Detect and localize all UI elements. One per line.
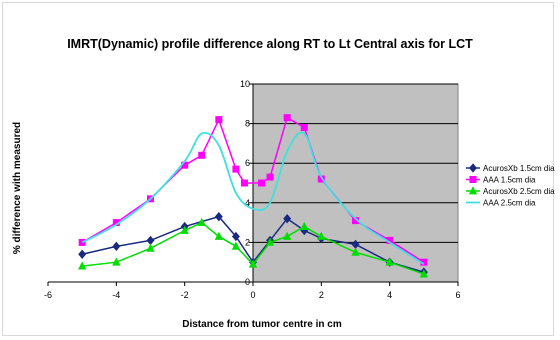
legend-entry: AAA 2.5cm dia bbox=[466, 199, 536, 208]
legend-marker bbox=[469, 163, 477, 173]
data-point bbox=[419, 269, 428, 278]
data-point bbox=[180, 225, 189, 234]
series-3 bbox=[78, 217, 428, 278]
legend-marker bbox=[468, 186, 478, 195]
series-1 bbox=[78, 211, 428, 277]
series-line bbox=[81, 215, 425, 273]
data-point bbox=[112, 257, 121, 266]
x-tick-label: 6 bbox=[455, 290, 460, 300]
legend-label: AcurosXb 1.5cm dia bbox=[483, 164, 555, 173]
data-point bbox=[351, 247, 360, 256]
plot-area: -6 -4 -2 0 2 4 6 0 2 4 6 8 10 bbox=[44, 79, 461, 300]
data-point bbox=[300, 124, 308, 132]
data-point bbox=[266, 173, 274, 181]
y-tick-label: 6 bbox=[245, 158, 250, 168]
data-point bbox=[197, 217, 206, 226]
legend: AcurosXb 1.5cm dia AAA 1.5cm dia AcurosXb … bbox=[466, 163, 555, 208]
data-point bbox=[215, 116, 223, 124]
data-point bbox=[385, 257, 394, 266]
data-point bbox=[146, 243, 155, 252]
x-tick-label: -4 bbox=[112, 290, 120, 300]
data-point bbox=[300, 221, 309, 230]
data-point bbox=[214, 211, 223, 222]
data-point bbox=[283, 114, 291, 122]
y-tick-label: 2 bbox=[245, 237, 250, 247]
y-tick-label: 10 bbox=[240, 79, 250, 89]
data-point bbox=[248, 259, 258, 268]
x-axis-label: Distance from tumor centre in cm bbox=[182, 319, 342, 330]
y-tick-label: 4 bbox=[245, 198, 250, 208]
x-tick-label: 2 bbox=[319, 290, 324, 300]
x-tick-label: 0 bbox=[250, 290, 255, 300]
chart-border bbox=[2, 2, 554, 336]
legend-label: AAA 2.5cm dia bbox=[483, 199, 536, 208]
data-point bbox=[146, 235, 155, 246]
data-point bbox=[214, 231, 223, 240]
y-axis-label: % difference with measured bbox=[12, 122, 23, 254]
data-point bbox=[78, 261, 87, 270]
x-tick-label: -2 bbox=[181, 290, 189, 300]
y-tick-label: 8 bbox=[245, 119, 250, 129]
data-point bbox=[198, 151, 206, 159]
x-tick-label: 4 bbox=[387, 290, 392, 300]
data-point bbox=[112, 241, 121, 252]
data-point bbox=[317, 231, 326, 240]
legend-marker bbox=[469, 176, 477, 183]
legend-entry: AcurosXb 1.5cm dia bbox=[466, 163, 555, 173]
data-point bbox=[232, 165, 240, 173]
data-point bbox=[231, 241, 241, 250]
x-tick-label: -6 bbox=[44, 290, 52, 300]
legend-label: AcurosXb 2.5cm dia bbox=[483, 187, 555, 196]
series-line bbox=[81, 131, 425, 265]
data-point bbox=[240, 179, 248, 187]
data-point bbox=[283, 213, 292, 224]
data-point bbox=[265, 237, 275, 246]
data-point bbox=[78, 249, 87, 259]
data-point bbox=[258, 179, 266, 187]
legend-entry: AAA 1.5cm dia bbox=[466, 176, 536, 185]
y-tick-label: 0 bbox=[245, 277, 250, 287]
data-point bbox=[231, 231, 240, 242]
data-point bbox=[283, 231, 292, 240]
series-4 bbox=[81, 131, 425, 265]
legend-entry: AcurosXb 2.5cm dia bbox=[466, 186, 555, 196]
chart-title: IMRT(Dynamic) profile difference along R… bbox=[67, 37, 473, 51]
legend-label: AAA 1.5cm dia bbox=[483, 176, 536, 185]
